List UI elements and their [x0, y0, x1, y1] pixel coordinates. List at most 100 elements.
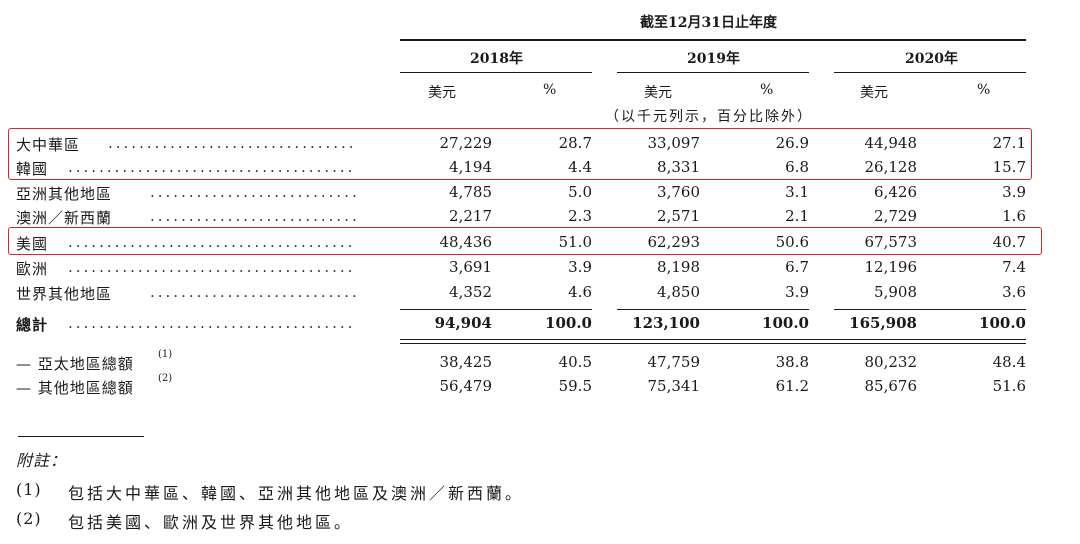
row-label: 歐洲 — [16, 260, 49, 278]
subtotal-footnote-marker: (1) — [158, 349, 173, 360]
row-label: 大中華區 — [16, 136, 81, 154]
row-value: 3.9 — [568, 258, 592, 276]
total-bottom-rule-1 — [400, 339, 1026, 340]
total-top-rule-2020 — [834, 309, 1026, 310]
row-value: 28.7 — [558, 134, 592, 152]
row-value: 6.7 — [785, 258, 809, 276]
row-value: 8,331 — [657, 158, 700, 176]
row-value: 4,352 — [449, 283, 492, 301]
subtotal-value: 40.5 — [558, 353, 592, 371]
row-value: 3.9 — [1002, 183, 1026, 201]
row-leader-dots: ........................... — [150, 207, 360, 225]
row-value: 3.9 — [785, 283, 809, 301]
note-1-text: 包括大中華區、韓國、亞洲其他地區及澳洲／新西蘭。 — [68, 484, 525, 503]
subtotal-value: 47,759 — [647, 353, 701, 371]
unit-usd-2018: 美元 — [428, 85, 456, 101]
row-value: 44,948 — [864, 134, 918, 152]
period-rule — [400, 39, 1026, 41]
row-leader-dots: ..................................... — [68, 233, 356, 251]
row-leader-dots: ..................................... — [68, 314, 356, 332]
subtotal-value: 75,341 — [647, 377, 701, 395]
total-top-rule-2018 — [400, 309, 592, 310]
row-leader-dots: ..................................... — [68, 158, 356, 176]
subtotal-label: — 其他地區總額 — [16, 379, 134, 397]
row-value: 2,217 — [449, 207, 492, 225]
row-value: 2.1 — [785, 207, 809, 225]
row-value: 4.6 — [568, 283, 592, 301]
row-label: 亞洲其他地區 — [16, 185, 113, 203]
note-2-number: (2) — [16, 509, 42, 528]
year-rule-2018 — [400, 72, 592, 73]
note-2-text: 包括美國、歐洲及世界其他地區。 — [68, 513, 354, 532]
subtotal-value: 38,425 — [439, 353, 493, 371]
total-top-rule-2019 — [617, 309, 809, 310]
row-value: 27.1 — [992, 134, 1026, 152]
unit-pct-2018: % — [543, 82, 557, 98]
year-2019: 2019年 — [687, 51, 740, 67]
row-value: 8,198 — [657, 258, 700, 276]
row-label: 總計 — [16, 316, 49, 334]
row-value: 4,785 — [449, 183, 492, 201]
row-value: 100.0 — [545, 314, 592, 332]
row-value: 62,293 — [647, 233, 701, 251]
row-value: 3,691 — [449, 258, 492, 276]
row-value: 15.7 — [992, 158, 1026, 176]
row-value: 94,904 — [434, 314, 492, 332]
row-value: 4,850 — [657, 283, 700, 301]
row-value: 27,229 — [439, 134, 493, 152]
year-rule-2020 — [834, 72, 1026, 73]
row-value: 100.0 — [762, 314, 809, 332]
notes-separator — [18, 436, 144, 437]
row-value: 5.0 — [568, 183, 592, 201]
subtotal-value: 51.6 — [992, 377, 1026, 395]
row-value: 40.7 — [992, 233, 1026, 251]
row-leader-dots: ................................ — [108, 134, 357, 152]
subtotal-value: 48.4 — [992, 353, 1026, 371]
unit-note: （以千元列示，百分比除外） — [605, 109, 813, 125]
row-value: 3,760 — [657, 183, 700, 201]
subtotal-value: 56,479 — [439, 377, 493, 395]
row-value: 26,128 — [864, 158, 918, 176]
subtotal-footnote-marker: (2) — [158, 373, 173, 384]
row-leader-dots: ........................... — [150, 183, 360, 201]
unit-usd-2019: 美元 — [644, 85, 672, 101]
row-value: 3.1 — [785, 183, 809, 201]
row-value: 2,729 — [874, 207, 917, 225]
highlight-box-greater-china-korea — [8, 128, 1032, 180]
subtotal-label: — 亞太地區總額 — [16, 355, 134, 373]
subtotal-value: 85,676 — [864, 377, 918, 395]
row-value: 100.0 — [979, 314, 1026, 332]
row-value: 4,194 — [449, 158, 492, 176]
row-value: 165,908 — [849, 314, 917, 332]
row-value: 5,908 — [874, 283, 917, 301]
total-bottom-rule-2 — [400, 343, 1026, 344]
row-value: 6,426 — [874, 183, 917, 201]
row-leader-dots: ..................................... — [68, 258, 356, 276]
unit-usd-2020: 美元 — [860, 85, 888, 101]
row-label: 韓國 — [16, 160, 49, 178]
row-value: 6.8 — [785, 158, 809, 176]
row-value: 48,436 — [439, 233, 493, 251]
row-value: 67,573 — [864, 233, 918, 251]
row-label: 澳洲／新西蘭 — [16, 209, 113, 227]
row-value: 50.6 — [775, 233, 809, 251]
unit-pct-2019: % — [760, 82, 774, 98]
row-label: 美國 — [16, 235, 49, 253]
subtotal-value: 80,232 — [864, 353, 918, 371]
subtotal-value: 38.8 — [775, 353, 809, 371]
row-value: 4.4 — [568, 158, 592, 176]
row-value: 1.6 — [1002, 207, 1026, 225]
row-value: 2,571 — [657, 207, 700, 225]
year-rule-2019 — [617, 72, 809, 73]
row-label: 世界其他地區 — [16, 285, 113, 303]
row-value: 26.9 — [775, 134, 809, 152]
row-leader-dots: ........................... — [150, 283, 360, 301]
row-value: 123,100 — [632, 314, 700, 332]
year-2018: 2018年 — [470, 51, 523, 67]
subtotal-value: 59.5 — [558, 377, 592, 395]
total-top-rule-2018-pct — [510, 309, 592, 310]
subtotal-value: 61.2 — [775, 377, 809, 395]
row-value: 7.4 — [1002, 258, 1026, 276]
note-1-number: (1) — [16, 480, 42, 499]
row-value: 51.0 — [558, 233, 592, 251]
